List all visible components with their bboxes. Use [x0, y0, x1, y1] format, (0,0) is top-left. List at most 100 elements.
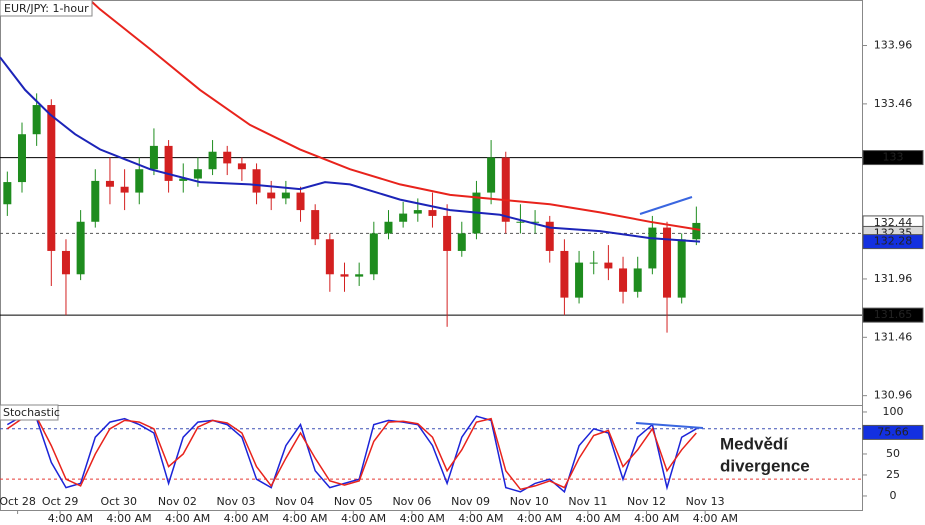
candle-body	[633, 268, 642, 292]
x-tick-time-label: 4:00 AM	[341, 512, 386, 525]
x-tick-label: Nov 02	[158, 495, 197, 508]
price-label-box	[862, 424, 924, 440]
x-tick-time-label: 4:00 AM	[458, 512, 503, 525]
x-tick-label: Oct 28	[0, 495, 36, 508]
candle-body	[237, 163, 246, 170]
candle-body	[355, 274, 364, 277]
candle-body	[384, 221, 393, 234]
candle-body	[252, 169, 261, 193]
x-tick-label: Oct 29	[42, 495, 79, 508]
candle-body	[677, 239, 686, 298]
candle-body	[193, 169, 202, 179]
title-box	[0, 0, 93, 17]
price-label-box	[862, 150, 924, 166]
x-tick-time-label: 4:00 AM	[106, 512, 151, 525]
candle-body	[619, 268, 628, 292]
price-label: 132.28	[874, 235, 913, 248]
price-label: 131.65	[874, 308, 913, 321]
candle-body	[325, 239, 334, 275]
y-tick-label: 133.46	[874, 97, 913, 110]
stochastic-title: Stochastic	[3, 406, 60, 419]
price-label: 133	[883, 151, 904, 164]
x-tick-label: Nov 03	[217, 495, 256, 508]
x-tick-label: Nov 12	[627, 495, 666, 508]
candle-body	[311, 210, 320, 240]
x-tick-label: Nov 13	[686, 495, 725, 508]
stochastic-line	[6, 416, 697, 491]
candle-body	[208, 151, 217, 170]
chart-title: EUR/JPY: 1-hour	[4, 2, 89, 15]
candle-body	[648, 227, 657, 269]
candle-body	[281, 192, 290, 199]
candle-body	[663, 227, 672, 298]
price-label: 132.44	[874, 216, 913, 229]
candle-body	[428, 210, 437, 216]
y-tick-label: 100	[883, 405, 904, 418]
moving-average	[0, 56, 701, 243]
annotation: divergence	[720, 456, 810, 475]
y-tick-label: 50	[886, 447, 900, 460]
divergence-line-price	[639, 196, 693, 215]
candle-body	[120, 186, 129, 193]
candle-body	[179, 178, 188, 181]
divergence-line-stochastic	[635, 422, 704, 429]
candle-body	[296, 192, 305, 211]
candle-body	[76, 221, 85, 275]
x-tick-label: Nov 05	[334, 495, 373, 508]
x-tick-time-label: 4:00 AM	[48, 512, 93, 525]
candle-body	[443, 215, 452, 251]
candle-body	[487, 157, 496, 193]
x-tick-label: Oct 30	[100, 495, 137, 508]
price-label-box	[862, 234, 924, 250]
candle-body	[399, 213, 408, 222]
x-tick-label: Nov 10	[510, 495, 549, 508]
candle-body	[17, 134, 26, 183]
x-tick-time-label: 4:00 AM	[517, 512, 562, 525]
price-frame	[0, 0, 863, 406]
stochastic-frame	[0, 405, 863, 511]
candle-body	[149, 145, 158, 170]
candle-body	[575, 262, 584, 298]
x-tick-time-label: 4:00 AM	[400, 512, 445, 525]
x-tick-time-label: 4:00 AM	[165, 512, 210, 525]
candle-body	[457, 233, 466, 251]
candle-body	[267, 192, 276, 199]
y-tick-label: 131.96	[874, 272, 913, 285]
candle-body	[545, 221, 554, 251]
y-tick-label: 0	[890, 489, 897, 502]
x-tick-time-label: 4:00 AM	[634, 512, 679, 525]
candle-body	[413, 210, 422, 214]
candle-body	[47, 105, 56, 251]
y-tick-label: 133.96	[874, 39, 913, 52]
x-tick-time-label: 4:00 AM	[576, 512, 621, 525]
candle-body	[501, 157, 510, 222]
annotation: Medvědí	[720, 434, 789, 453]
x-tick-time-label: 4:00 AM	[224, 512, 269, 525]
candle-body	[105, 180, 114, 187]
candle-body	[340, 274, 349, 277]
x-tick-label: Nov 04	[275, 495, 314, 508]
candle-body	[531, 221, 540, 223]
candle-body	[223, 151, 232, 164]
candle-body	[516, 221, 525, 223]
price-label: 75.66	[877, 425, 909, 438]
price-label-box	[862, 307, 924, 323]
x-tick-label: Nov 09	[451, 495, 490, 508]
candle-body	[369, 233, 378, 275]
stochastic-title-box	[0, 404, 59, 421]
candle-body	[164, 145, 173, 181]
y-tick-label: 130.96	[874, 389, 913, 402]
moving-average	[89, 0, 701, 231]
candle-body	[91, 180, 100, 222]
candle-body	[560, 250, 569, 298]
candle-body	[589, 262, 598, 264]
x-tick-time-label: 4:00 AM	[282, 512, 327, 525]
x-tick-time-label: 4:00 AM	[693, 512, 738, 525]
y-tick-label: 25	[886, 468, 900, 481]
candle-body	[61, 250, 70, 275]
candle-body	[604, 262, 613, 269]
candle-body	[32, 105, 41, 135]
candle-body	[3, 182, 12, 205]
candle-body	[692, 222, 701, 240]
